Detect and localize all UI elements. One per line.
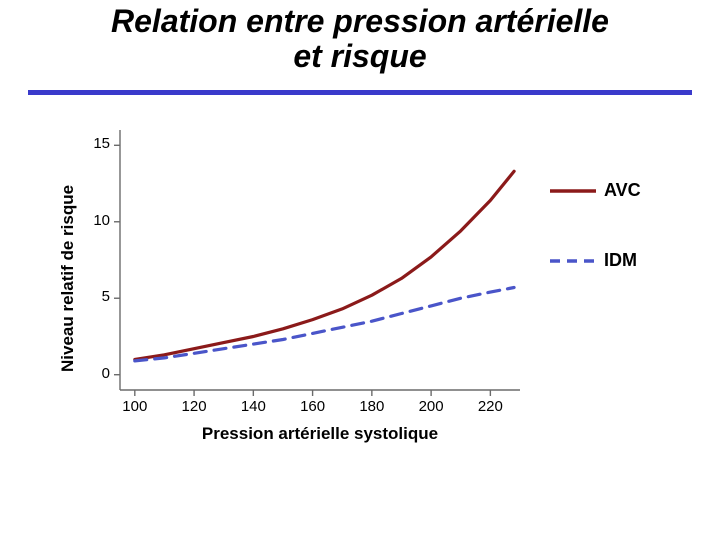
title-line-2: et risque: [293, 38, 426, 74]
page-title: Relation entre pression artérielle et ri…: [0, 4, 720, 74]
x-axis-label: Pression artérielle systolique: [120, 424, 520, 444]
legend-item-avc: AVC: [550, 180, 641, 201]
legend-label: AVC: [604, 180, 641, 201]
slide: { "title": { "line1": "Relation entre pr…: [0, 0, 720, 540]
legend-swatch: [550, 256, 596, 266]
title-underline: [28, 90, 692, 95]
x-tick: 120: [179, 398, 209, 415]
x-tick: 160: [298, 398, 328, 415]
risk-chart: Niveau relatif de risque Pression artéri…: [40, 120, 680, 480]
y-tick: 5: [102, 288, 110, 305]
x-tick: 140: [238, 398, 268, 415]
legend-item-idm: IDM: [550, 250, 637, 271]
title-line-1: Relation entre pression artérielle: [111, 3, 609, 39]
x-tick: 220: [475, 398, 505, 415]
x-tick: 200: [416, 398, 446, 415]
y-tick: 15: [93, 135, 110, 152]
y-tick: 10: [93, 212, 110, 229]
y-tick: 0: [102, 365, 110, 382]
y-axis-label: Niveau relatif de risque: [58, 185, 78, 372]
x-tick: 100: [120, 398, 150, 415]
x-tick: 180: [357, 398, 387, 415]
legend-swatch: [550, 186, 596, 196]
legend-label: IDM: [604, 250, 637, 271]
